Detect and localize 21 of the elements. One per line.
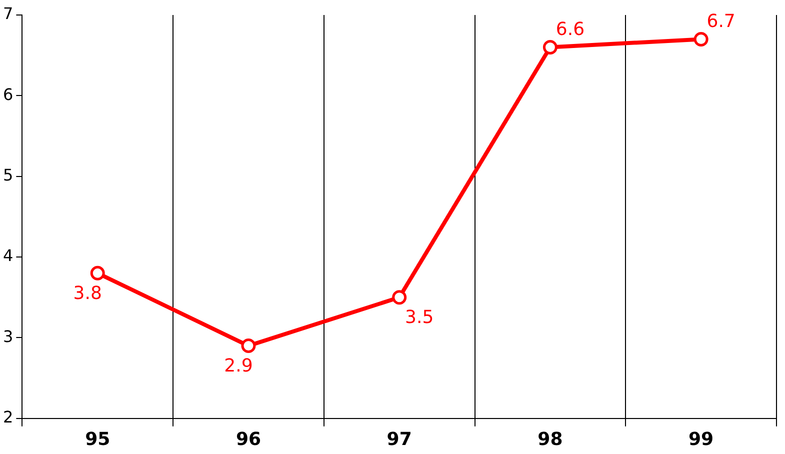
point: [694, 32, 708, 46]
data-label: 3.8: [73, 282, 102, 304]
data-label: 6.6: [556, 18, 585, 40]
point: [392, 290, 407, 305]
y-tick-label: 3: [2, 326, 14, 346]
point: [542, 40, 558, 55]
data-label: 6.7: [706, 10, 736, 32]
x-tick-label: 98: [538, 428, 563, 450]
y-tick-label: 4: [2, 246, 14, 266]
x-tick-label: 99: [688, 428, 714, 450]
y-tick-label: 6: [2, 84, 14, 104]
y-tick-label: 5: [2, 166, 14, 185]
data-label: 3.5: [405, 307, 434, 328]
data-label: 2.9: [224, 355, 253, 376]
point: [241, 338, 256, 354]
x-tick-label: 95: [85, 428, 110, 450]
point: [90, 266, 105, 280]
y-tick-label: 2: [2, 408, 14, 427]
x-tick-label: 97: [386, 428, 412, 450]
x-tick-label: 96: [236, 428, 262, 450]
y-tick-label: 7: [2, 4, 14, 24]
